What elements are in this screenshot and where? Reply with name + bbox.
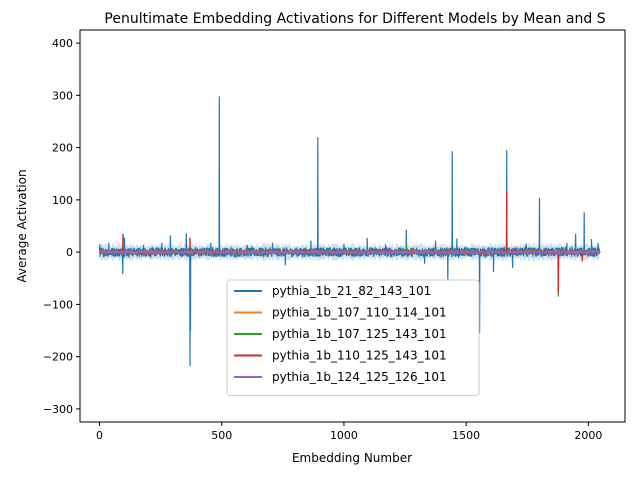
y-tick-label: 300 xyxy=(52,89,73,102)
y-tick-label: 400 xyxy=(52,37,73,50)
x-tick-label: 2000 xyxy=(574,429,602,442)
legend-label: pythia_1b_110_125_143_101 xyxy=(272,349,447,363)
x-tick-label: 1000 xyxy=(330,429,358,442)
x-axis: 0 500 1000 1500 2000 xyxy=(96,422,602,442)
y-tick-label: 100 xyxy=(52,194,73,207)
x-axis-label: Embedding Number xyxy=(292,451,412,465)
y-axis: −300 −200 −100 0 100 200 300 400 xyxy=(43,37,80,416)
legend-box xyxy=(226,279,480,396)
x-tick-label: 500 xyxy=(211,429,232,442)
y-tick-label: −200 xyxy=(43,351,73,364)
x-tick-label: 0 xyxy=(96,429,103,442)
series-line-4 xyxy=(99,192,601,293)
y-axis-label: Average Activation xyxy=(15,169,29,282)
legend-label: pythia_1b_124_125_126_101 xyxy=(272,370,447,384)
chart-title: Penultimate Embedding Activations for Di… xyxy=(104,11,605,27)
legend-label: pythia_1b_21_82_143_101 xyxy=(272,284,431,298)
plot-area xyxy=(98,96,601,367)
legend-label: pythia_1b_107_110_114_101 xyxy=(272,306,447,320)
x-tick-label: 1500 xyxy=(452,429,480,442)
y-tick-label: −100 xyxy=(43,298,73,311)
series-line-5 xyxy=(98,248,601,256)
plot-frame xyxy=(79,29,626,423)
y-tick-label: −300 xyxy=(43,403,73,416)
y-tick-label: 200 xyxy=(52,142,73,155)
legend: pythia_1b_21_82_143_101 pythia_1b_107_110… xyxy=(226,279,480,396)
legend-label: pythia_1b_107_125_143_101 xyxy=(272,327,447,341)
y-tick-label: 0 xyxy=(66,246,73,259)
